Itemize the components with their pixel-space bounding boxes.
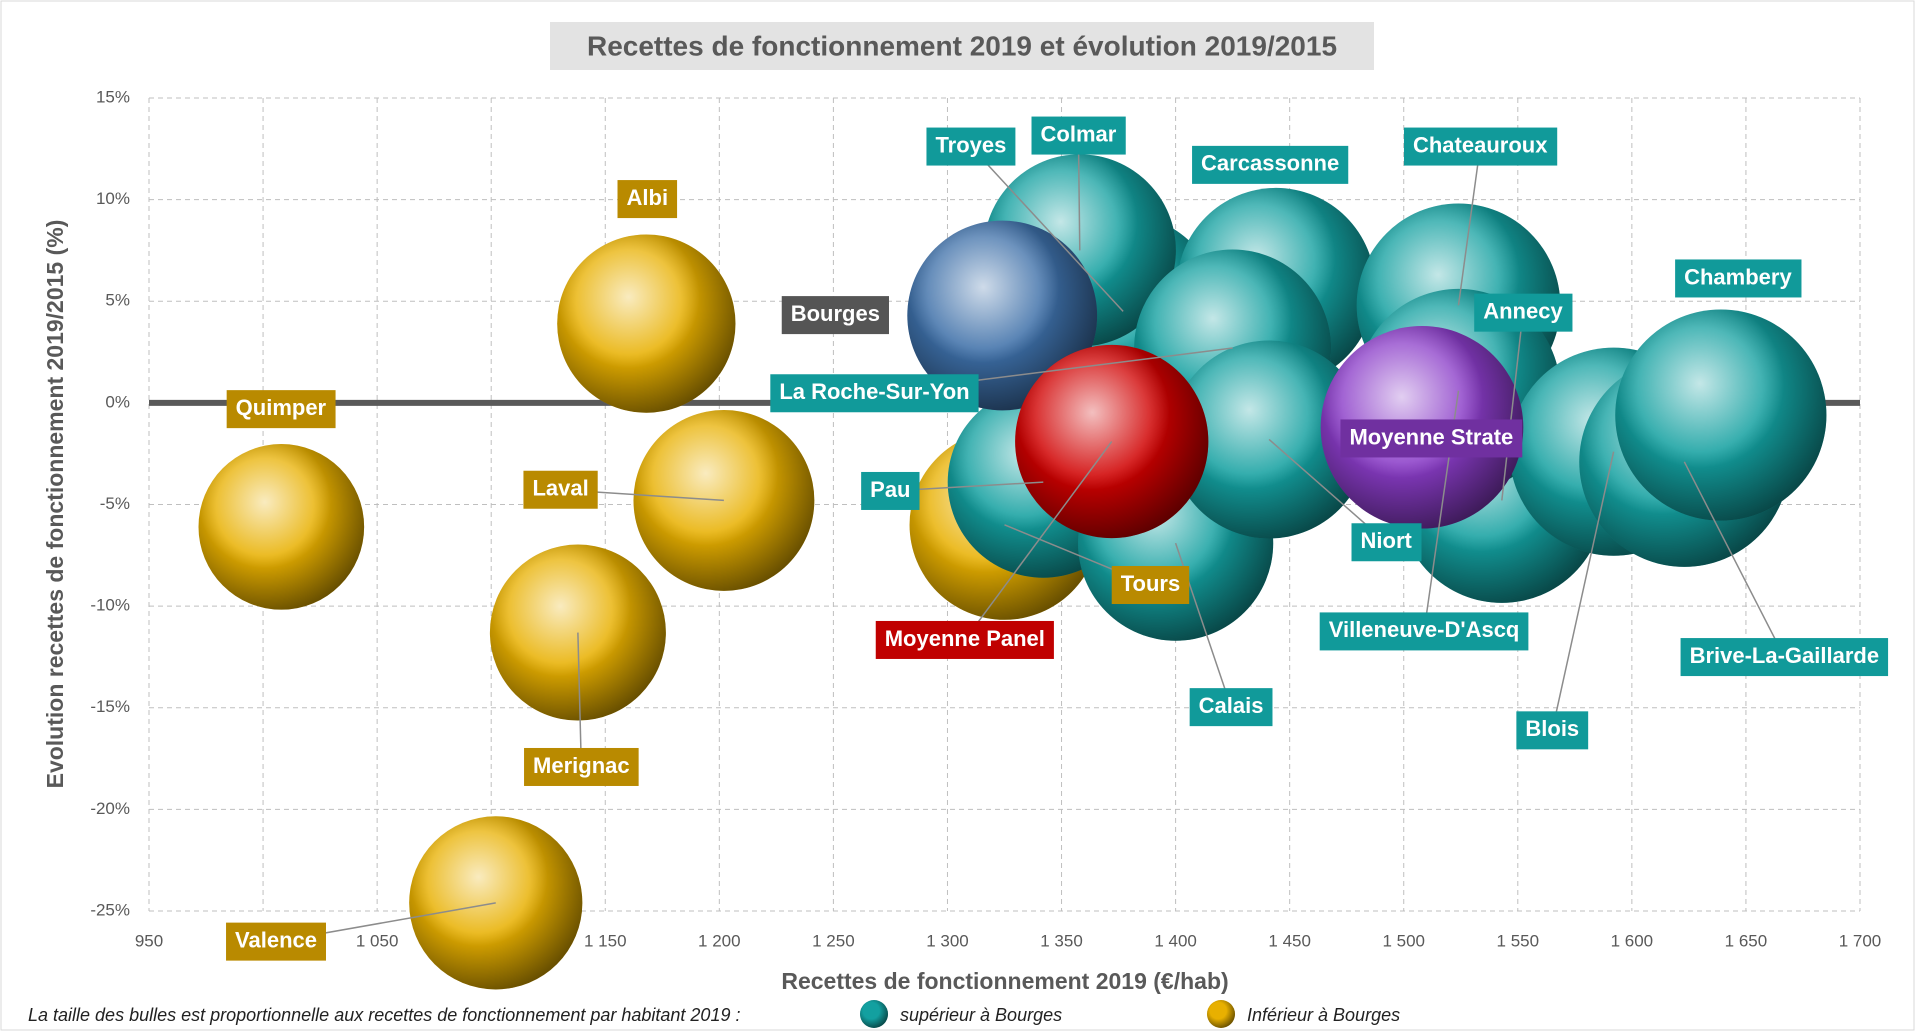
chart-title: Recettes de fonctionnement 2019 et évolu…	[587, 30, 1337, 61]
y-tick-label: -5%	[100, 494, 130, 513]
leader-line	[1457, 146, 1481, 306]
x-tick-label: 1 350	[1040, 931, 1083, 950]
label-box	[226, 390, 336, 429]
label-box	[1351, 523, 1422, 562]
title-box	[550, 22, 1374, 70]
point-label: Brive-La-Gaillarde	[1690, 643, 1880, 668]
x-tick-label: 1 200	[698, 931, 741, 950]
bubble-highlight	[557, 234, 736, 413]
point-label: Niort	[1361, 528, 1413, 553]
x-tick-label: 1 300	[926, 931, 969, 950]
bubble-highlight	[1615, 309, 1827, 521]
x-tick-label: 1 500	[1382, 931, 1425, 950]
point-label: Blois	[1525, 716, 1579, 741]
y-tick-label: 10%	[96, 189, 130, 208]
point-label: Pau	[870, 477, 910, 502]
x-axis-label: Recettes de fonctionnement 2019 (€/hab)	[781, 968, 1228, 994]
y-tick-label: -15%	[90, 697, 130, 716]
point-label: Troyes	[935, 132, 1006, 157]
leader-line	[1683, 461, 1785, 658]
x-tick-label: 1 700	[1839, 931, 1882, 950]
point-label: Merignac	[533, 753, 630, 778]
label-box	[1516, 711, 1589, 750]
legend-marker-shade	[1207, 1000, 1235, 1028]
point-label: Moyenne Panel	[885, 626, 1045, 651]
label-box	[1192, 145, 1349, 184]
point-label: Annecy	[1483, 298, 1563, 323]
x-tick-label: 1 400	[1154, 931, 1197, 950]
point-label: Albi	[627, 185, 669, 210]
label-box	[524, 747, 639, 786]
legend-label: supérieur à Bourges	[900, 1005, 1062, 1025]
bubble-highlight	[907, 220, 1098, 411]
point-label: Chateauroux	[1413, 132, 1548, 157]
x-tick-label: 1 550	[1497, 931, 1540, 950]
label-box	[1111, 566, 1190, 605]
label-box	[226, 922, 326, 961]
point-label: La Roche-Sur-Yon	[779, 379, 969, 404]
label-box	[1675, 259, 1802, 298]
point-label: Colmar	[1041, 121, 1117, 146]
x-tick-label: 1 600	[1611, 931, 1654, 950]
x-tick-label: 1 450	[1268, 931, 1311, 950]
leader-line	[577, 632, 583, 767]
labels: Quimper Albi Laval Merignac Valence Tours Troy…	[226, 116, 1889, 961]
x-tick-label: 1 650	[1725, 931, 1768, 950]
point-label: Laval	[532, 476, 588, 501]
leader-line	[1551, 451, 1615, 731]
leader-line	[970, 146, 1124, 312]
label-box	[781, 296, 889, 335]
y-tick-label: 0%	[105, 392, 130, 411]
label-box	[875, 620, 1054, 659]
y-tick-label: 5%	[105, 291, 130, 310]
leader-line	[1077, 135, 1081, 251]
point-label: Villeneuve-D'Ascq	[1329, 617, 1520, 642]
point-label: Chambery	[1684, 264, 1792, 289]
x-tick-label: 1 050	[356, 931, 399, 950]
label-box	[1189, 688, 1273, 727]
point-label: Calais	[1199, 693, 1264, 718]
label-box	[523, 470, 598, 509]
label-box	[1031, 116, 1126, 155]
point-label: Tours	[1121, 571, 1180, 596]
leader-line	[1501, 312, 1524, 501]
point-label: Valence	[235, 927, 317, 952]
footnote: La taille des bulles est proportionnelle…	[28, 1005, 740, 1025]
leader-line	[964, 441, 1113, 641]
label-box	[1680, 638, 1889, 677]
y-tick-label: 15%	[96, 87, 130, 106]
label-box	[1319, 612, 1529, 651]
y-tick-label: -25%	[90, 900, 130, 919]
label-box	[1474, 293, 1573, 332]
label-box	[861, 471, 920, 510]
x-tick-label: 1 150	[584, 931, 627, 950]
y-tick-label: -10%	[90, 596, 130, 615]
label-box	[1340, 419, 1523, 458]
label-box	[1403, 127, 1558, 166]
point-label: Carcassonne	[1201, 151, 1339, 176]
point-label: Moyenne Strate	[1349, 424, 1513, 449]
point-label: Bourges	[791, 301, 880, 326]
bubble-highlight	[198, 444, 365, 610]
label-box	[770, 374, 979, 413]
label-box	[617, 180, 678, 219]
y-tick-label: -20%	[90, 799, 130, 818]
label-box	[926, 127, 1016, 166]
legend-marker-shade	[860, 1000, 888, 1028]
x-tick-label: 950	[135, 931, 163, 950]
x-tick-label: 1 250	[812, 931, 855, 950]
y-axis-label: Evolution recettes de fonctionnement 201…	[42, 220, 68, 789]
bubble-highlight	[1170, 340, 1369, 539]
point-label: Quimper	[236, 395, 327, 420]
legend-label: Inférieur à Bourges	[1247, 1005, 1400, 1025]
legend: Inférieur à Bourges supérieur à Bourges	[860, 1000, 1400, 1028]
